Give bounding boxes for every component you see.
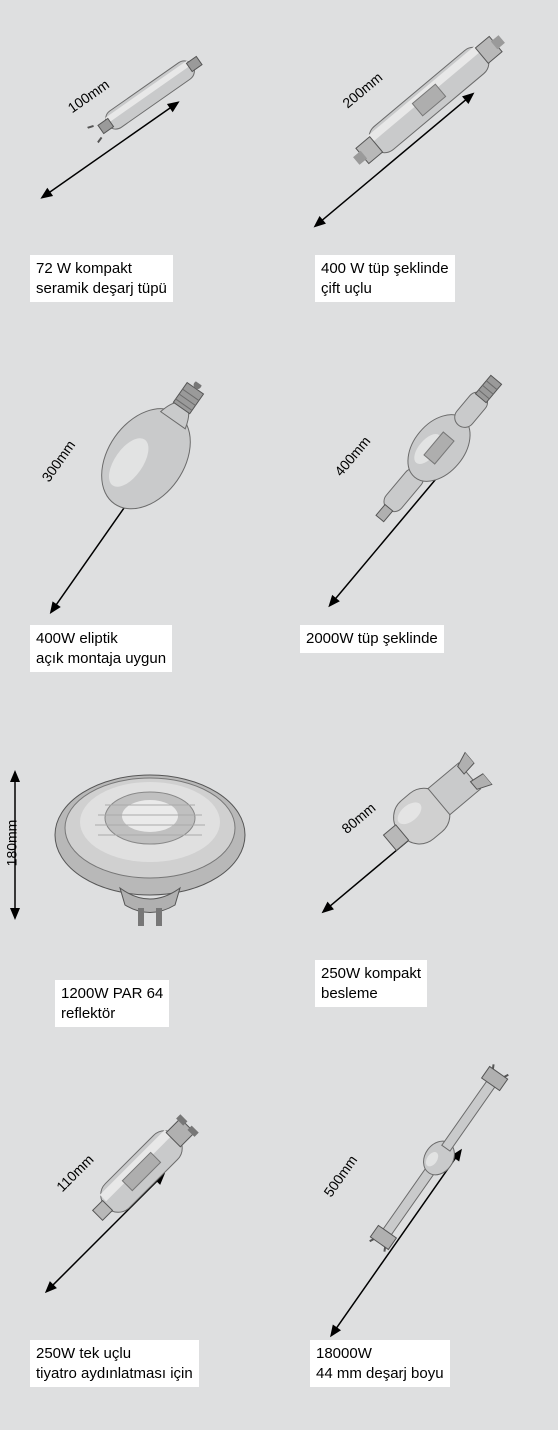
lamp-grid: 100mm 200mm: [0, 0, 558, 1430]
caption-72w: 72 W kompakt seramik deşarj tüpü: [30, 255, 173, 302]
dim-label-2000w: 400mm: [331, 432, 373, 478]
caption-250w-compact: 250W kompakt besleme: [315, 960, 427, 1007]
caption-par: 1200W PAR 64 reflektör: [55, 980, 169, 1027]
caption-2000w: 2000W tüp şeklinde: [300, 625, 444, 653]
caption-18000w: 18000W 44 mm deşarj boyu: [310, 1340, 450, 1387]
dim-label-par: 180mm: [3, 820, 19, 867]
bulb-2000w: [348, 348, 530, 546]
bulb-400w-elliptic: [60, 354, 239, 551]
cell-2000w: 400mm: [279, 358, 558, 716]
bulb-400w-tube: [337, 16, 521, 184]
cell-72w: 100mm: [0, 0, 279, 358]
cell-250w-compact: 80mm: [279, 715, 558, 1073]
caption-250w-theatre: 250W tek uçlu tiyatro aydınlatması için: [30, 1340, 199, 1387]
caption-400w-elliptic: 400W eliptik açık montaja uygun: [30, 625, 172, 672]
bulb-par: [50, 760, 250, 940]
dim-label-18000w: 500mm: [320, 1152, 360, 1199]
caption-400w-tube: 400 W tüp şeklinde çift uçlu: [315, 255, 455, 302]
cell-400w-tube: 200mm: [279, 0, 558, 358]
bulb-18000w: [355, 1053, 522, 1262]
